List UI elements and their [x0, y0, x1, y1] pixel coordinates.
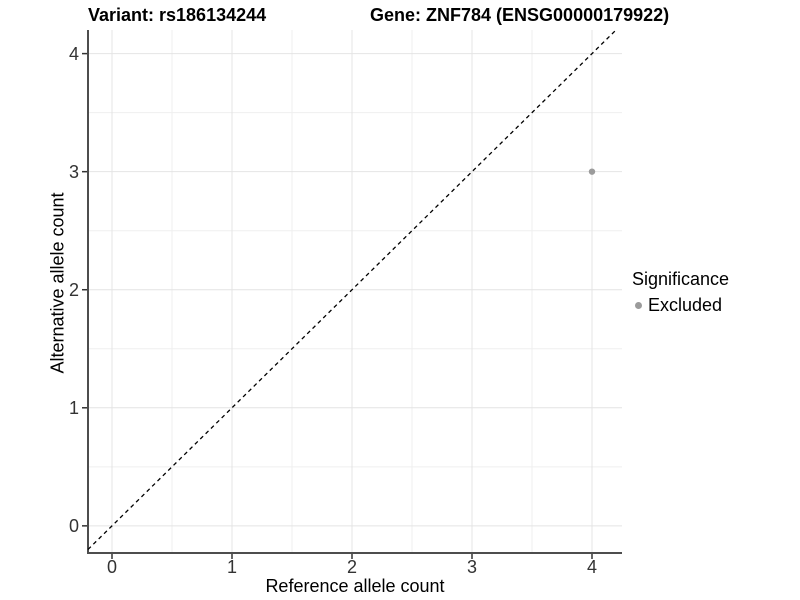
y-tick-label: 2 — [68, 279, 79, 300]
legend-item: Excluded — [632, 295, 729, 316]
x-tick-label: 1 — [226, 557, 238, 577]
y-tick-label: 4 — [68, 43, 79, 64]
x-tick-label: 0 — [106, 557, 118, 577]
y-tick-label: 0 — [68, 515, 79, 536]
y-tick-label: 1 — [68, 397, 79, 418]
legend: Significance Excluded — [632, 269, 729, 316]
legend-key-dot-icon — [635, 302, 642, 309]
legend-items: Excluded — [632, 295, 729, 316]
x-tick-label: 4 — [586, 557, 598, 577]
x-tick-label: 2 — [346, 557, 358, 577]
legend-item-label: Excluded — [648, 295, 723, 315]
variant-title: Variant: rs186134244 — [88, 5, 267, 25]
data-point — [588, 168, 596, 175]
y-tick-label: 3 — [68, 161, 79, 182]
x-tick-label: 3 — [466, 557, 478, 577]
y-axis-label: Alternative allele count — [47, 192, 68, 374]
identity-dashed-line — [87, 29, 617, 550]
x-axis-label: Reference allele count — [265, 576, 445, 596]
legend-title: Significance — [632, 269, 730, 289]
gene-title: Gene: ZNF784 (ENSG00000179922) — [370, 5, 670, 25]
